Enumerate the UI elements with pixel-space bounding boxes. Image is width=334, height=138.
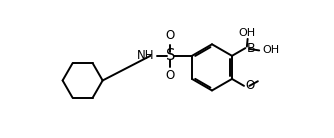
Text: NH: NH: [137, 49, 154, 62]
Text: OH: OH: [262, 45, 280, 55]
Text: O: O: [245, 79, 255, 92]
Text: O: O: [166, 69, 175, 82]
Text: S: S: [166, 48, 175, 63]
Text: B: B: [246, 42, 255, 55]
Text: O: O: [166, 29, 175, 42]
Text: OH: OH: [238, 28, 256, 38]
